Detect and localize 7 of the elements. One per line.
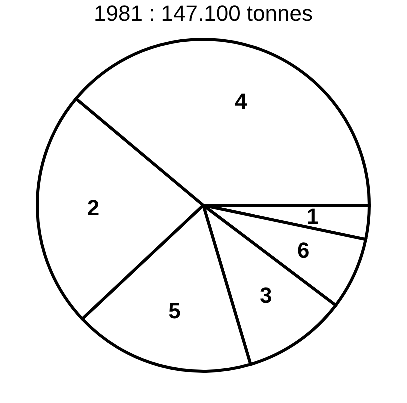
- slice-label: 3: [260, 282, 272, 308]
- slice-label: 2: [87, 196, 100, 221]
- slice-label: 5: [168, 298, 181, 324]
- slice-label: 1: [306, 204, 320, 229]
- chart-title: 1981 : 147.100 tonnes: [94, 1, 313, 26]
- slice-label: 6: [297, 238, 310, 264]
- slice-label: 4: [234, 89, 248, 114]
